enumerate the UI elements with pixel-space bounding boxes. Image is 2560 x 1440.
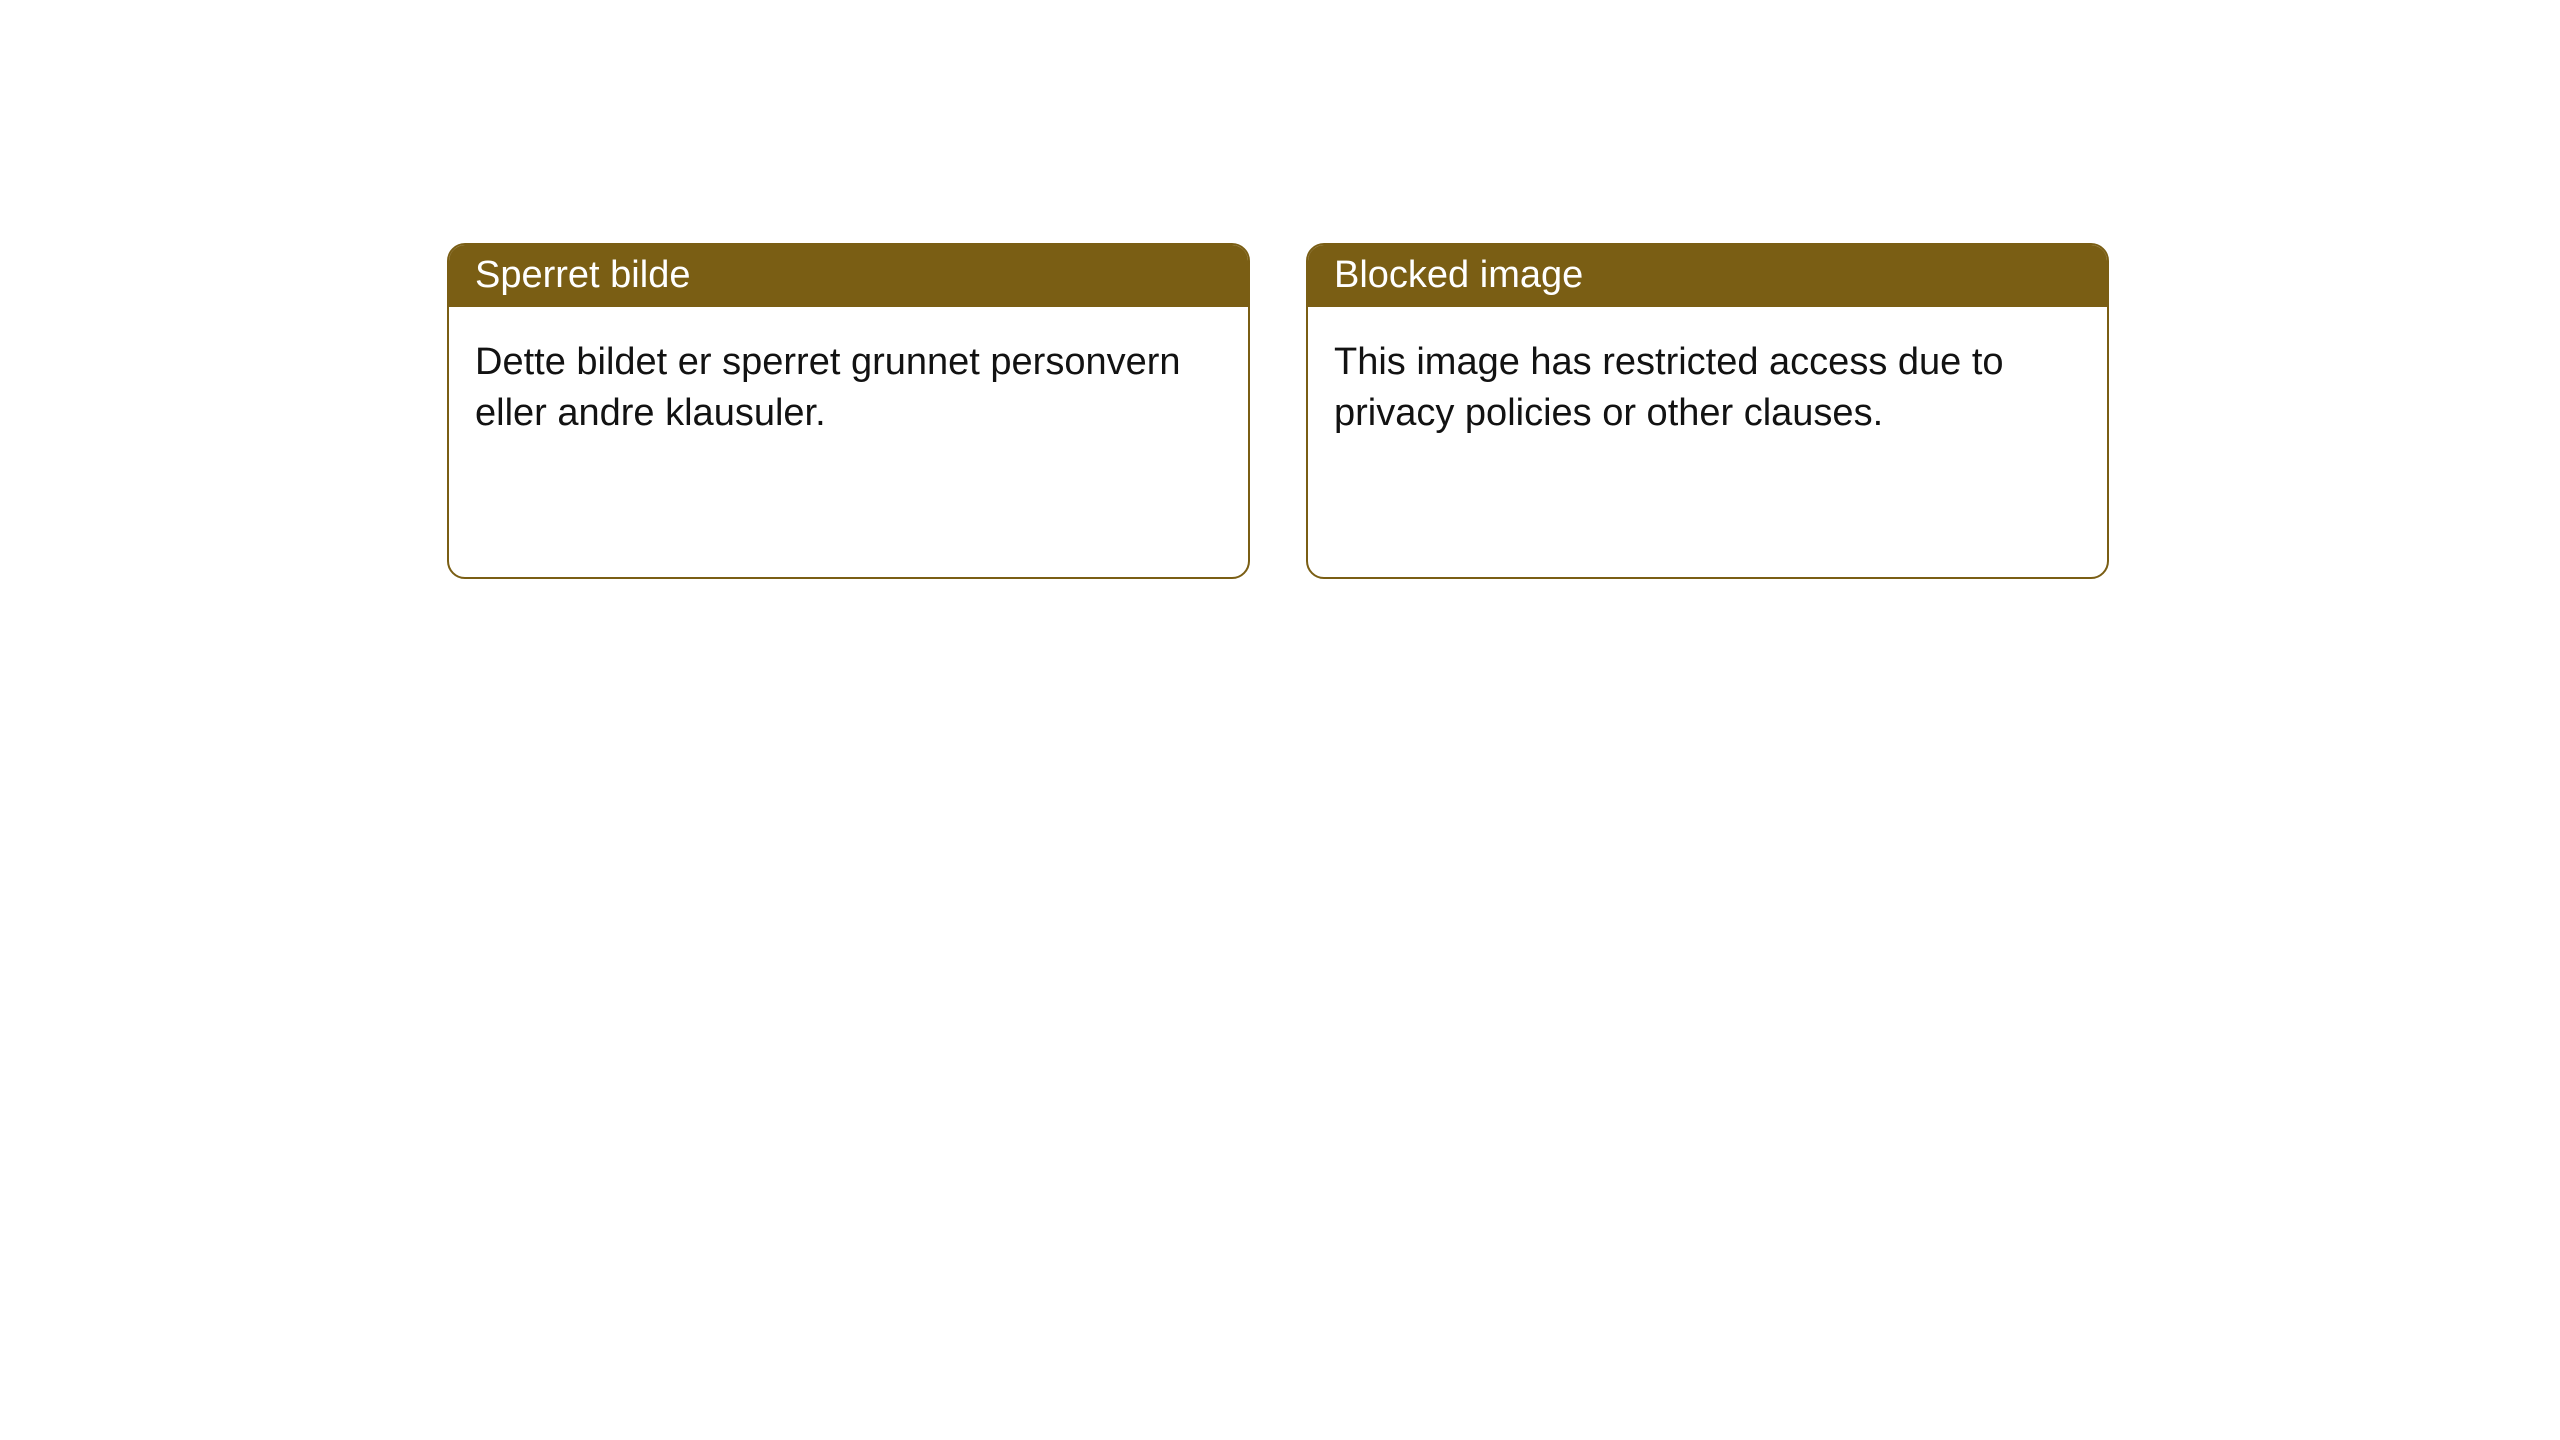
notice-card-norwegian: Sperret bilde Dette bildet er sperret gr… [447, 243, 1250, 579]
notice-body: This image has restricted access due to … [1308, 307, 2107, 470]
notice-body: Dette bildet er sperret grunnet personve… [449, 307, 1248, 470]
notice-container: Sperret bilde Dette bildet er sperret gr… [0, 0, 2560, 579]
notice-title: Sperret bilde [449, 245, 1248, 307]
notice-title: Blocked image [1308, 245, 2107, 307]
notice-card-english: Blocked image This image has restricted … [1306, 243, 2109, 579]
